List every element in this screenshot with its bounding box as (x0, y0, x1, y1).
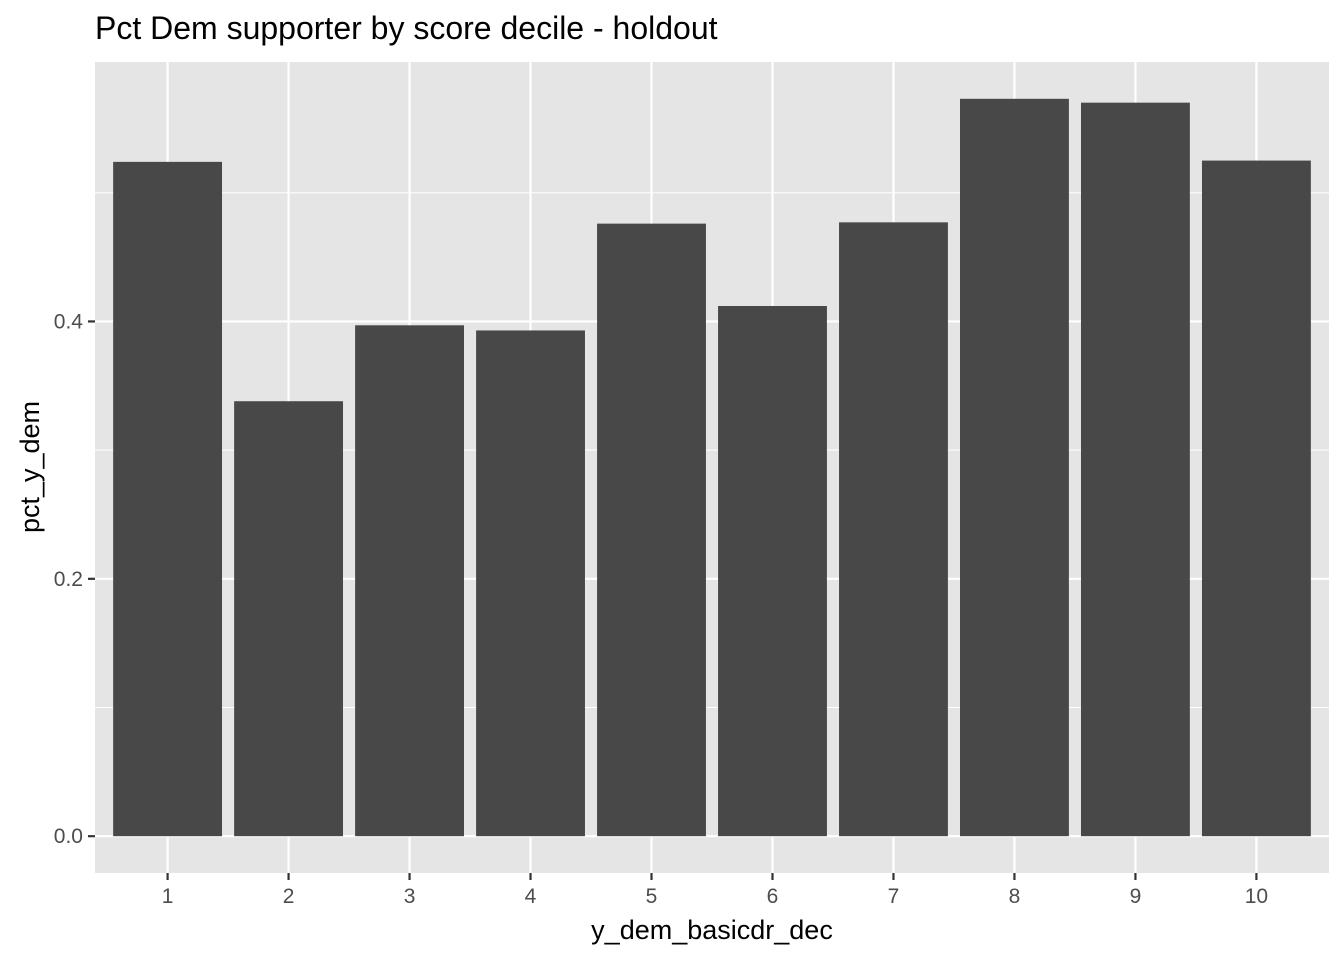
y-axis: 0.0 0.2 0.4 (54, 310, 95, 848)
bar-8 (960, 98, 1069, 837)
chart-title: Pct Dem supporter by score decile - hold… (95, 10, 718, 46)
x-axis: 1 2 3 4 5 6 7 8 9 10 (162, 873, 1268, 908)
bar-1 (113, 161, 223, 837)
x-tick-label: 10 (1245, 885, 1268, 908)
x-tick-label: 5 (646, 885, 658, 908)
x-tick-label: 3 (404, 885, 416, 908)
x-tick-label: 7 (888, 885, 900, 908)
bar-10 (1201, 160, 1311, 837)
bar-9 (1080, 102, 1190, 837)
y-axis-title: pct_y_dem (15, 401, 45, 533)
x-tick-label: 4 (525, 885, 537, 908)
x-tick-label: 9 (1130, 885, 1142, 908)
y-tick-label: 0.0 (54, 825, 83, 848)
bar-2 (234, 401, 344, 837)
bar-5 (597, 223, 706, 837)
x-tick-label: 2 (283, 885, 295, 908)
x-tick-label: 6 (767, 885, 779, 908)
x-tick-label: 8 (1009, 885, 1021, 908)
y-tick-label: 0.2 (54, 568, 83, 591)
bars (113, 98, 1311, 837)
x-axis-title: y_dem_basicdr_dec (591, 915, 833, 945)
bar-3 (355, 325, 464, 837)
bar-6 (718, 305, 827, 837)
bar-7 (839, 222, 948, 837)
y-tick-label: 0.4 (54, 310, 84, 333)
bar-4 (476, 330, 585, 837)
x-tick-label: 1 (162, 885, 174, 908)
